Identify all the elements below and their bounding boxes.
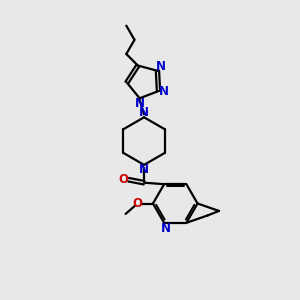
- Text: N: N: [135, 97, 145, 110]
- Text: N: N: [159, 85, 169, 98]
- Text: O: O: [118, 173, 128, 186]
- Text: N: N: [160, 222, 171, 235]
- Text: N: N: [155, 60, 165, 73]
- Text: N: N: [139, 164, 149, 176]
- Text: N: N: [139, 106, 149, 119]
- Text: O: O: [133, 197, 142, 210]
